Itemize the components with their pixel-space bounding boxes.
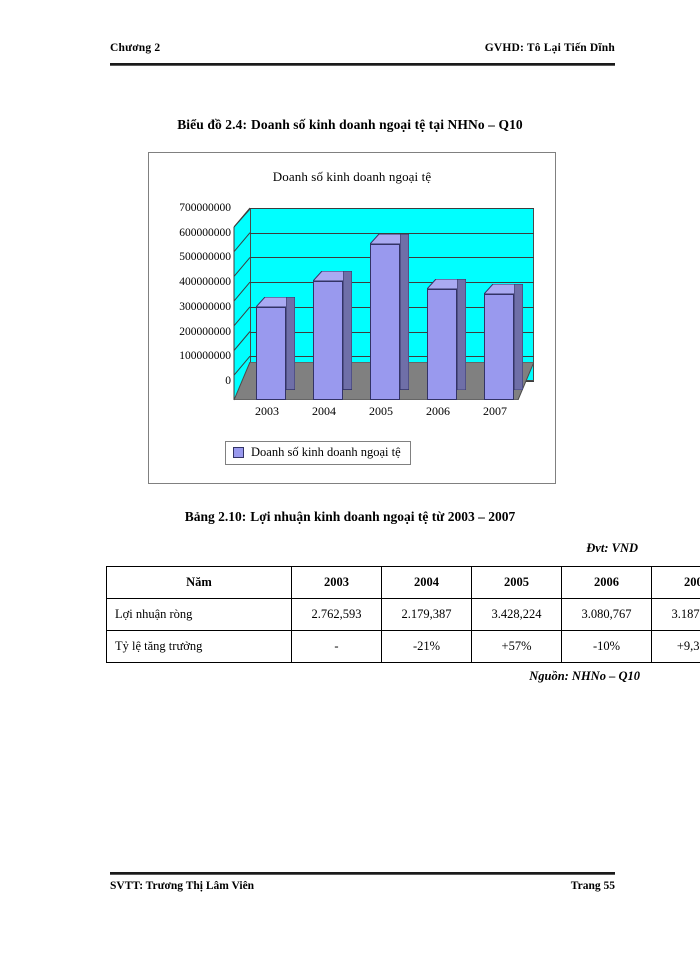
- bar-2004: [313, 208, 352, 400]
- bar-2007-front: [484, 293, 514, 400]
- table-header-cell-2006: 2006: [561, 566, 652, 599]
- y-tick-label: 100000000: [179, 350, 231, 363]
- footer-student-label: SVTT: Trương Thị Lâm Viên: [110, 880, 255, 892]
- chart-plot-area: [233, 207, 534, 401]
- header-advisor-label: GVHD: Tô Lại Tiến Dĩnh: [484, 42, 615, 54]
- footer-page-number: Trang 55: [570, 880, 615, 892]
- footer-divider: [110, 872, 615, 875]
- bar-2007-side: [514, 283, 523, 390]
- bar-2005: [370, 208, 409, 400]
- bar-2003-side: [286, 297, 295, 390]
- table-caption: Bảng 2.10: Lợi nhuận kinh doanh ngoại tệ …: [0, 509, 700, 525]
- table-header-cell-2005: 2005: [471, 566, 562, 599]
- bar-2007-top: [484, 283, 523, 294]
- bar-2003-front: [256, 307, 286, 400]
- chart-gridline: [250, 232, 534, 234]
- bar-2005-side: [400, 234, 409, 390]
- bar-2006: [427, 208, 466, 400]
- bar-2006-front: [427, 288, 457, 400]
- chart-gridline: [250, 208, 534, 209]
- bar-2003: [256, 208, 295, 400]
- x-tick-label: 2006: [426, 404, 450, 418]
- y-tick-label: 200000000: [179, 325, 231, 338]
- y-tick-label: 500000000: [179, 251, 231, 264]
- bar-2004-top: [313, 271, 352, 282]
- table-header-row: Năm 2003 2004 2005 2006 2007: [106, 566, 700, 599]
- y-tick-label: 700000000: [179, 202, 231, 214]
- x-tick-label: 2003: [255, 404, 279, 418]
- table-cell: -21%: [381, 630, 472, 663]
- bar-2006-top: [427, 278, 466, 289]
- legend-entry-label: Doanh số kinh doanh ngoại tệ: [251, 445, 401, 459]
- figure-caption-text: Doanh số kinh doanh ngoại tệ tại NHNo – …: [251, 117, 523, 132]
- table-header-cell-2007: 2007: [651, 566, 700, 599]
- table-row-label: Lợi nhuận ròng: [106, 598, 292, 631]
- table-cell: -10%: [561, 630, 652, 663]
- table-caption-label: Bảng 2.10:: [184, 509, 247, 524]
- chart-x-axis: 2003 2004 2005 2006 2007: [234, 405, 534, 425]
- bar-2006-side: [457, 278, 466, 390]
- chart-bars: [234, 208, 534, 400]
- table-cell: 3.428,224: [471, 598, 562, 631]
- bar-2004-side: [343, 271, 352, 390]
- y-tick-label: 0: [225, 374, 231, 387]
- header-divider: [110, 63, 615, 66]
- table-cell: 3.187,539: [651, 598, 700, 631]
- table-unit-note: Đvt: VND: [586, 541, 638, 555]
- x-tick-label: 2004: [312, 404, 336, 418]
- header-chapter-label: Chương 2: [110, 42, 161, 54]
- bar-2004-front: [313, 281, 343, 400]
- bar-2003-top: [256, 297, 295, 308]
- figure-caption: Biểu đồ 2.4: Doanh số kinh doanh ngoại tệ…: [0, 117, 700, 133]
- chart-y-axis: 700000000 600000000 500000000 400000000 …: [155, 202, 231, 400]
- chart-title: Doanh số kinh doanh ngoại tệ: [272, 169, 432, 184]
- chart-left-wall: [234, 208, 251, 400]
- chart-legend: Doanh số kinh doanh ngoại tệ: [225, 441, 411, 465]
- table-header-cell-year: Năm: [106, 566, 292, 599]
- x-tick-label: 2005: [369, 404, 393, 418]
- bar-chart: Doanh số kinh doanh ngoại tệ 700000000 6…: [148, 152, 556, 484]
- table-caption-text: Lợi nhuận kinh doanh ngoại tệ từ 2003 – …: [250, 509, 516, 524]
- bar-2005-top: [370, 234, 409, 245]
- page-header: Chương 2 GVHD: Tô Lại Tiến Dĩnh: [110, 42, 615, 54]
- bar-2007: [484, 208, 523, 400]
- page-footer: SVTT: Trương Thị Lâm Viên Trang 55: [110, 880, 615, 892]
- table-cell: 3.080,767: [561, 598, 652, 631]
- table-header-cell-2004: 2004: [381, 566, 472, 599]
- table-cell: -: [291, 630, 382, 663]
- table-row: Lợi nhuận ròng 2.762,593 2.179,387 3.428…: [106, 598, 700, 631]
- table-row: Tỷ lệ tăng trưởng - -21% +57% -10% +9,35…: [106, 630, 700, 663]
- table-cell: 2.179,387: [381, 598, 472, 631]
- legend-swatch-icon: [233, 446, 244, 458]
- bar-2005-front: [370, 244, 400, 400]
- table-cell: 2.762,593: [291, 598, 382, 631]
- table-cell: +9,35%: [651, 630, 700, 663]
- figure-caption-label: Biểu đồ 2.4:: [177, 117, 248, 132]
- y-tick-label: 600000000: [179, 226, 231, 239]
- y-tick-label: 400000000: [179, 276, 231, 289]
- x-tick-label: 2007: [483, 404, 507, 418]
- table-source-note: Nguồn: NHNo – Q10: [529, 669, 640, 683]
- table-row-label: Tỷ lệ tăng trưởng: [106, 630, 292, 663]
- y-tick-label: 300000000: [179, 300, 231, 313]
- table-header-cell-2003: 2003: [291, 566, 382, 599]
- table-cell: +57%: [471, 630, 562, 663]
- profit-table: Năm 2003 2004 2005 2006 2007 Lợi nhuận r…: [106, 566, 700, 663]
